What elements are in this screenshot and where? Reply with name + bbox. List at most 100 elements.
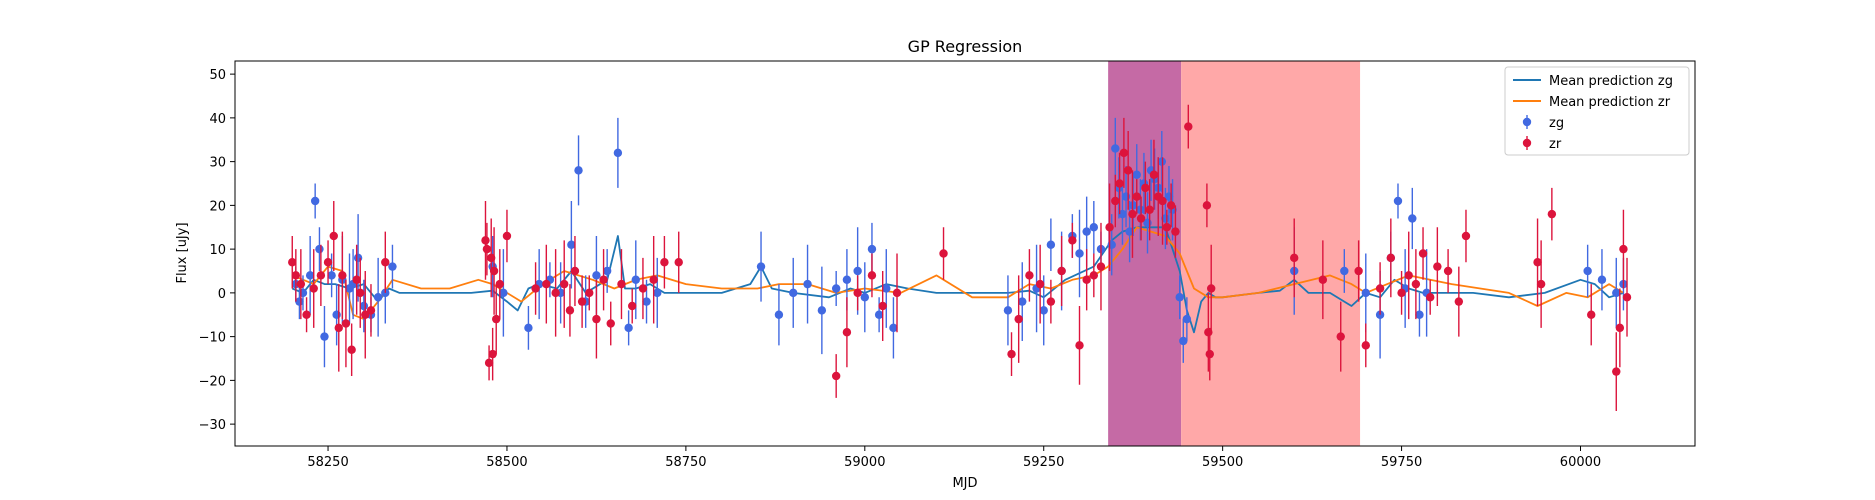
point-zg bbox=[373, 257, 383, 337]
point-zg bbox=[803, 244, 812, 324]
marker bbox=[482, 244, 492, 254]
point-zg bbox=[305, 236, 315, 315]
point-zr bbox=[366, 284, 376, 337]
marker bbox=[332, 310, 341, 319]
point-zr bbox=[1205, 327, 1214, 381]
point-zr bbox=[560, 240, 569, 328]
point-zr bbox=[1068, 222, 1077, 258]
marker bbox=[1612, 288, 1621, 298]
marker bbox=[502, 231, 512, 241]
point-zr bbox=[482, 222, 492, 276]
point-zg bbox=[524, 306, 533, 350]
marker bbox=[1141, 183, 1150, 193]
marker bbox=[1166, 201, 1176, 210]
point-zr bbox=[628, 288, 637, 324]
marker bbox=[495, 279, 505, 289]
marker bbox=[939, 249, 948, 258]
marker bbox=[1123, 166, 1133, 175]
marker bbox=[1393, 196, 1403, 206]
marker bbox=[831, 371, 841, 381]
marker bbox=[1206, 284, 1216, 293]
x-tick-label: 60000 bbox=[1560, 455, 1601, 470]
shaded-region-2 bbox=[1181, 61, 1361, 446]
point-zr bbox=[1454, 266, 1464, 337]
marker bbox=[309, 284, 318, 293]
marker bbox=[1182, 314, 1192, 324]
point-zr bbox=[302, 297, 311, 333]
marker bbox=[347, 345, 356, 354]
marker bbox=[1089, 271, 1099, 280]
point-zr bbox=[649, 236, 658, 324]
point-zr bbox=[1443, 249, 1453, 293]
marker bbox=[298, 288, 308, 298]
data-points bbox=[288, 104, 1632, 411]
marker bbox=[1397, 288, 1406, 298]
y-axis-label: Flux [uJy] bbox=[175, 222, 190, 283]
marker bbox=[660, 258, 669, 267]
point-zg bbox=[1003, 275, 1013, 346]
marker bbox=[1361, 288, 1370, 298]
marker bbox=[1415, 310, 1424, 319]
point-zr bbox=[1206, 244, 1216, 333]
marker bbox=[1171, 227, 1180, 236]
point-zr bbox=[1375, 262, 1385, 315]
marker bbox=[756, 262, 766, 271]
marker bbox=[484, 358, 494, 368]
y-tick-label: −10 bbox=[199, 331, 226, 346]
point-zr bbox=[1361, 323, 1370, 368]
point-zg bbox=[310, 183, 320, 219]
point-zg bbox=[756, 231, 766, 302]
point-zr bbox=[531, 262, 540, 315]
marker bbox=[1354, 266, 1363, 276]
point-zr bbox=[831, 354, 841, 398]
marker bbox=[1290, 253, 1299, 263]
point-zg bbox=[889, 297, 898, 359]
point-zr bbox=[842, 297, 852, 368]
point-zg bbox=[1361, 253, 1370, 333]
y-tick-label: −30 bbox=[199, 418, 226, 433]
point-zr bbox=[599, 249, 608, 311]
marker bbox=[1587, 310, 1596, 319]
point-zr bbox=[1025, 249, 1034, 302]
point-zr bbox=[1587, 284, 1596, 346]
point-zr bbox=[1075, 306, 1084, 385]
marker bbox=[1107, 240, 1116, 249]
point-zg bbox=[332, 284, 341, 346]
marker bbox=[1132, 170, 1141, 179]
point-zr bbox=[1119, 117, 1129, 188]
marker bbox=[1089, 223, 1099, 232]
marker bbox=[631, 275, 640, 284]
point-zr bbox=[487, 218, 496, 298]
point-zg bbox=[1393, 183, 1403, 219]
shaded-regions bbox=[1108, 61, 1361, 446]
point-zr bbox=[352, 244, 361, 315]
legend-label: Mean prediction zg bbox=[1549, 74, 1673, 89]
marker bbox=[1533, 258, 1542, 267]
marker bbox=[1615, 323, 1625, 333]
point-zg bbox=[315, 227, 324, 271]
marker bbox=[638, 284, 648, 293]
marker bbox=[1454, 297, 1464, 306]
legend-marker bbox=[1522, 117, 1532, 127]
marker bbox=[381, 258, 390, 267]
point-zr bbox=[939, 227, 948, 280]
legend-item: zr bbox=[1522, 136, 1562, 152]
marker bbox=[1128, 201, 1138, 210]
marker bbox=[1375, 284, 1385, 293]
point-zr bbox=[489, 227, 499, 315]
marker bbox=[334, 323, 343, 333]
point-zr bbox=[1096, 222, 1106, 311]
point-zg bbox=[1415, 292, 1424, 337]
point-zr bbox=[1111, 174, 1120, 228]
marker bbox=[316, 271, 326, 280]
point-zr bbox=[1145, 179, 1154, 241]
point-zg bbox=[1182, 297, 1192, 341]
point-zr bbox=[1184, 104, 1193, 149]
marker bbox=[302, 310, 311, 319]
point-zg bbox=[817, 266, 827, 355]
point-zr bbox=[1411, 249, 1421, 320]
marker bbox=[585, 288, 594, 298]
point-zg bbox=[574, 135, 583, 206]
marker bbox=[1404, 271, 1413, 280]
point-zg bbox=[1089, 201, 1099, 254]
